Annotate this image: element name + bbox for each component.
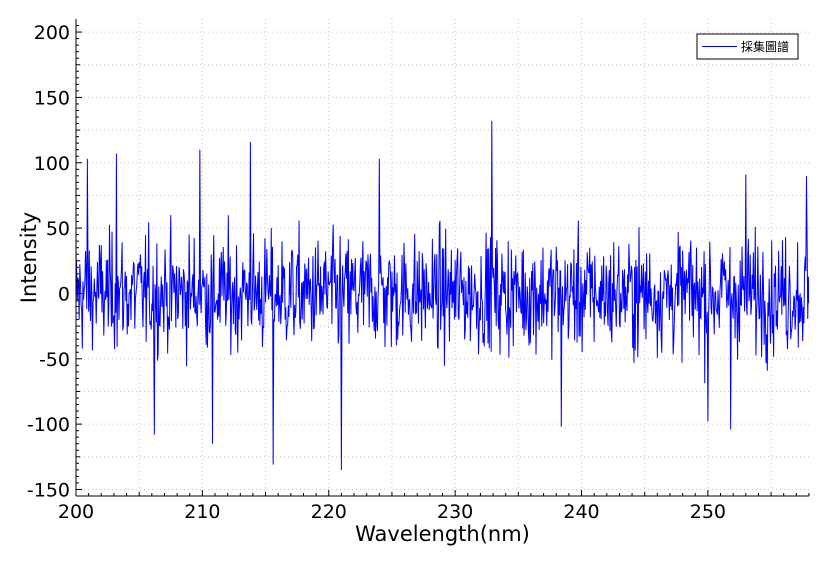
legend-label-spectrum: 採集圖譜	[741, 39, 789, 54]
x-tick-label: 210	[184, 501, 220, 523]
x-tick-label: 230	[437, 501, 473, 523]
y-tick-label: 200	[34, 22, 70, 44]
y-axis-title: Intensity	[17, 212, 41, 303]
plot-area	[76, 120, 809, 470]
x-axis-title: Wavelength(nm)	[355, 522, 530, 546]
x-tick-label: 220	[311, 501, 347, 523]
x-tick-label: 200	[58, 501, 94, 523]
y-tick-label: -150	[27, 479, 70, 501]
y-tick-label: 150	[34, 87, 70, 109]
y-tick-label: 50	[46, 218, 70, 240]
series-line-spectrum	[76, 120, 809, 470]
y-axis-ticks: -150 -100 -50 0 50 100 150 200	[27, 22, 82, 501]
x-tick-label: 240	[563, 501, 599, 523]
x-axis-ticks: 200 210 220 230 240 250	[58, 490, 810, 523]
legend: 採集圖譜	[696, 33, 799, 60]
x-tick-label: 250	[690, 501, 726, 523]
y-tick-label: -50	[39, 349, 70, 371]
y-tick-label: 0	[58, 283, 70, 305]
y-tick-label: 100	[34, 153, 70, 175]
y-tick-label: -100	[27, 414, 70, 436]
